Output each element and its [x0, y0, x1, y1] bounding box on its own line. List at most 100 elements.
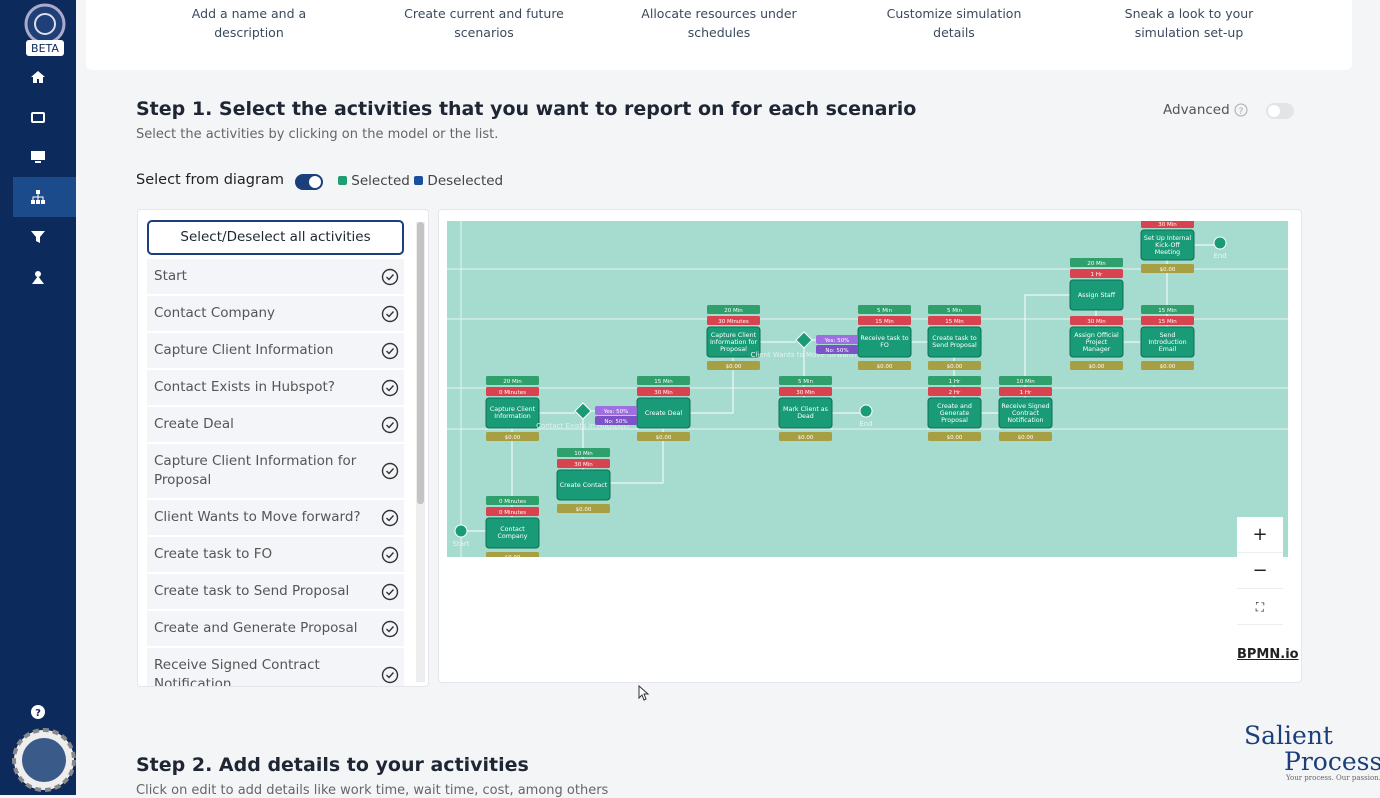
task-label-box: Receive Signed Contract Notification [1001, 402, 1050, 424]
logo-tagline: Your process. Our passion. [1286, 774, 1380, 782]
cost-text: $0.00 [1160, 267, 1176, 273]
task[interactable]: Assign Official Project Manager 30 Min $0.… [1069, 316, 1124, 370]
task[interactable]: Create Deal 15 Min 30 Min $0.00 [636, 376, 691, 441]
task[interactable]: Create Contact 10 Min 30 Min $0.00 [556, 448, 611, 513]
event[interactable] [859, 404, 873, 418]
home-icon[interactable] [30, 69, 46, 85]
diagram-toggle[interactable] [295, 174, 323, 190]
activity-item[interactable]: Start [147, 259, 404, 294]
filter-icon[interactable] [30, 229, 46, 245]
user-icon[interactable] [30, 269, 46, 285]
cost-chip [1141, 264, 1194, 273]
task-box [556, 469, 611, 501]
activity-item[interactable]: Capture Client Information for Proposal [147, 444, 404, 498]
task-label: Receive Signed Contract Notification [1001, 402, 1050, 424]
cost-chip [928, 361, 981, 370]
check-icon [381, 379, 399, 396]
check-icon [381, 509, 399, 526]
settings-gear[interactable] [12, 728, 76, 792]
event[interactable] [1213, 236, 1227, 250]
duration-chip [858, 305, 911, 314]
activity-item[interactable]: Contact Company [147, 296, 404, 331]
cost-text: $0.00 [1160, 364, 1176, 370]
scenarios-icon[interactable] [30, 109, 46, 125]
zoom-in[interactable]: + [1237, 517, 1283, 553]
cost-text: $0.00 [576, 507, 592, 513]
bpmn-diagram: Capture Client Information 20 Min 0 Minute… [447, 221, 1288, 557]
task-label: Set Up Internal Kick-Off Meeting [1143, 234, 1192, 256]
activity-item[interactable]: Create Deal [147, 407, 404, 442]
step-description: Allocate resources under schedules [641, 6, 797, 40]
task[interactable]: Assign Staff 20 Min 1 Hr [1069, 258, 1124, 311]
task[interactable]: Capture Client Information 20 Min 0 Minute… [485, 376, 540, 441]
step-description: Customize simulation details [886, 6, 1022, 40]
task-label-box: Create Contact [560, 482, 607, 489]
app-logo: BETA [24, 3, 66, 56]
advanced-toggle[interactable] [1266, 103, 1294, 119]
activity-item[interactable]: Create and Generate Proposal [147, 611, 404, 646]
advanced-label: Advanced [1163, 102, 1230, 118]
check-icon [381, 462, 399, 480]
cost-text: $0.00 [1018, 435, 1034, 441]
yes-chip [595, 406, 637, 415]
activity-name: Receive Signed Contract Notification [154, 657, 320, 687]
duration-chip [779, 376, 832, 385]
yes-chip [816, 335, 858, 344]
activity-item[interactable]: Capture Client Information [147, 333, 404, 368]
task-label: Send Introduction Email [1148, 331, 1187, 353]
yes-text: Yes: 50% [824, 338, 850, 344]
duration-chip [1141, 305, 1194, 314]
zoom-out[interactable]: − [1237, 553, 1283, 589]
cost-chip [486, 552, 539, 557]
task-label-box: Assign Staff [1078, 292, 1115, 299]
gateway[interactable] [574, 402, 592, 420]
task[interactable]: Create and Generate Proposal 1 Hr 2 Hr $0.0… [927, 376, 982, 441]
task[interactable]: Mark Client as Dead 5 Min 30 Min $0.00 [778, 376, 833, 441]
sitemap-icon[interactable] [30, 189, 46, 205]
activity-item[interactable]: Create task to Send Proposal [147, 574, 404, 609]
help-icon[interactable]: ? [30, 704, 46, 720]
task-label: Create and Generate Proposal [937, 402, 972, 424]
task[interactable]: Send Introduction Email 15 Min 15 Min $0.00 [1140, 305, 1195, 370]
activity-item[interactable]: Create task to FO [147, 537, 404, 572]
activity-list: Select/Deselect all activities Start Cont… [137, 209, 429, 687]
task[interactable]: Receive Signed Contract Notification 10 M… [998, 376, 1053, 441]
task[interactable]: Create task to Send Proposal 5 Min 15 Min $… [927, 305, 982, 370]
duration-chip [858, 316, 911, 325]
bpmn-credit[interactable]: BPMN.io [1237, 647, 1299, 662]
select-all-button[interactable]: Select/Deselect all activities [147, 220, 404, 255]
task[interactable]: Capture Client Information for Proposal 2… [706, 305, 761, 370]
no-text: No: 50% [604, 419, 627, 425]
activity-item[interactable]: Receive Signed Contract Notification [147, 648, 404, 687]
no-chip [595, 416, 637, 425]
event-label: End [1213, 252, 1226, 260]
select-from-diagram-label: Select from diagram [136, 172, 284, 188]
duration-text: 0 Minutes [499, 510, 526, 516]
event[interactable] [454, 524, 468, 538]
duration-text: 30 Min [796, 390, 815, 396]
sidebar: BETA ? [0, 0, 76, 795]
gateway[interactable] [795, 331, 813, 349]
task[interactable]: Receive task to FO 5 Min 15 Min $0.00 [857, 305, 912, 370]
task-box [706, 326, 761, 358]
task-box [927, 326, 982, 358]
cost-chip [557, 504, 610, 513]
activity-item[interactable]: Client Wants to Move forward? [147, 500, 404, 535]
task-label-box: Set Up Internal Kick-Off Meeting [1143, 234, 1192, 256]
task[interactable]: Set Up Internal Kick-Off Meeting 30 Min $0… [1140, 221, 1195, 273]
task-label: Receive task to FO [860, 335, 909, 349]
task[interactable]: Contact Company 0 Minutes 0 Minutes $0.00 [485, 496, 540, 557]
fit-view[interactable]: ⛶ [1237, 589, 1283, 625]
scrollbar [416, 222, 425, 682]
duration-text: 10 Min [1016, 379, 1035, 385]
duration-chip [1141, 221, 1194, 228]
gateway-label: Client Wants to Move forward? [750, 351, 857, 359]
task-label: Contact Company [497, 526, 528, 540]
wizard-steps: Add a name and a description Create curre… [86, 0, 1352, 70]
task-label-box: Capture Client Information for Proposal [710, 332, 757, 353]
duration-chip [637, 376, 690, 385]
cost-chip [1070, 361, 1123, 370]
activity-item[interactable]: Contact Exists in Hubspot? [147, 370, 404, 405]
monitor-icon[interactable] [30, 149, 46, 165]
